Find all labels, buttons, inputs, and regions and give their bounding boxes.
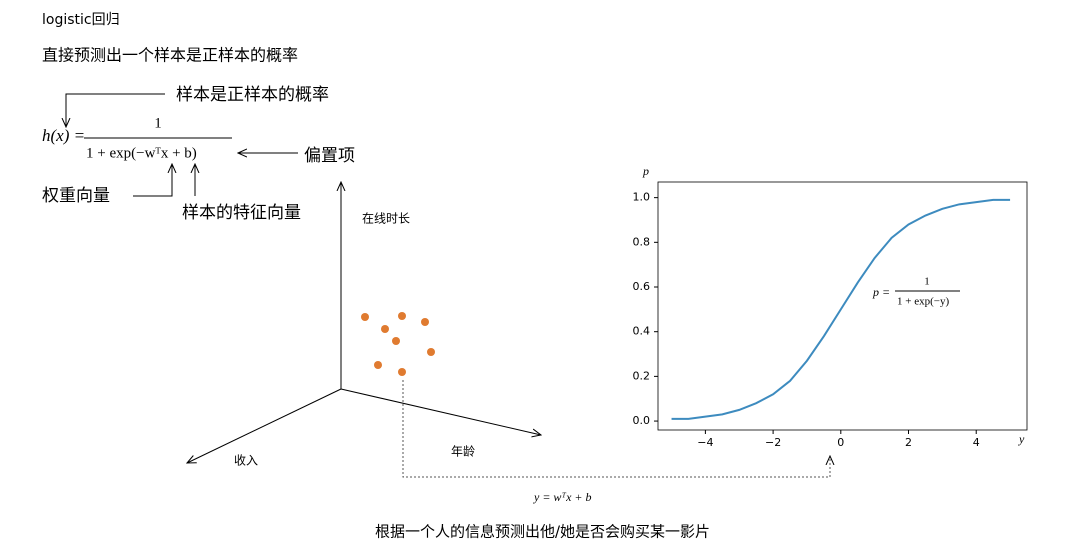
y-tick-label: 0.4 <box>633 325 651 338</box>
x-tick-label: 2 <box>905 436 912 449</box>
axis <box>187 388 342 463</box>
plot-frame <box>657 181 1028 431</box>
arrow <box>133 164 172 197</box>
axis <box>340 388 541 435</box>
y-tick-label: 0.6 <box>633 280 651 293</box>
x-axis-label: y <box>1018 432 1025 446</box>
formula-lhs: h(x) = <box>42 126 85 145</box>
y-axis-label: p <box>642 164 649 178</box>
formula-denominator: 1 + exp(−wᵀx + b) <box>86 145 197 161</box>
axis-label: 收入 <box>234 454 258 468</box>
y-tick-label: 1.0 <box>633 191 651 204</box>
chart-annotation: p = <box>872 285 890 299</box>
subtitle: 直接预测出一个样本是正样本的概率 <box>42 46 298 65</box>
points <box>361 312 435 376</box>
x-tick-label: −2 <box>765 436 781 449</box>
annotation: 样本是正样本的概率 <box>176 85 329 105</box>
projection-arrow <box>402 380 830 478</box>
x-tick-label: 0 <box>837 436 844 449</box>
x-tick-label: −4 <box>697 436 713 449</box>
title: logistic回归 <box>42 11 120 28</box>
arrow <box>66 93 165 127</box>
chart-annotation: 1 + exp(−y) <box>897 296 949 308</box>
annotation: 偏置项 <box>304 146 355 166</box>
formula-numerator: 1 <box>154 115 162 131</box>
y-tick-label: 0.8 <box>633 235 651 248</box>
caption: 根据一个人的信息预测出他/她是否会购买某一影片 <box>375 523 710 541</box>
chart-annotation: 1 <box>924 276 930 288</box>
axis-label: 年龄 <box>451 445 475 459</box>
x-tick-label: 4 <box>973 436 980 449</box>
y-tick-label: 0.2 <box>633 369 651 382</box>
axis-label: 在线时长 <box>362 212 410 226</box>
annotation: 权重向量 <box>42 186 110 206</box>
y-tick-label: 0.0 <box>633 414 651 427</box>
projection-label: y = wᵀx + b <box>533 490 592 504</box>
line <box>671 198 1011 420</box>
annotation: 样本的特征向量 <box>182 203 301 223</box>
